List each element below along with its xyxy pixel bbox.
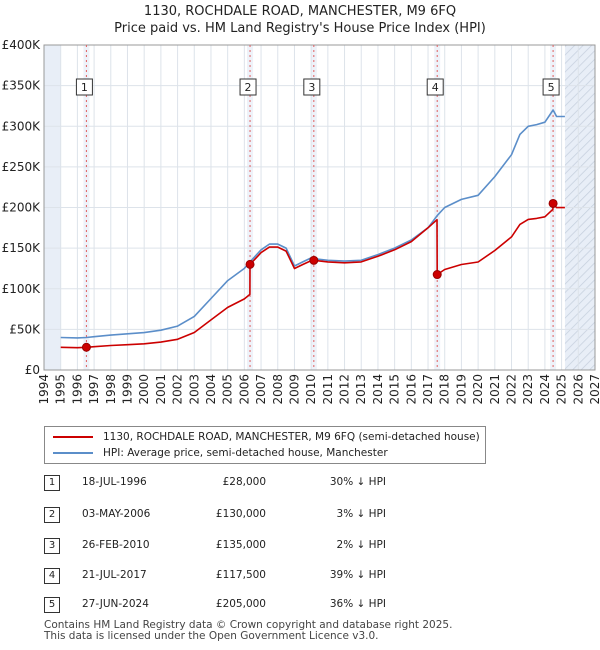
x-tick-label: 2023: [521, 374, 535, 405]
sale-hpi-diff: 39% ↓ HPI: [329, 569, 386, 581]
x-tick-label: 1996: [70, 374, 84, 405]
sale-date: 26-FEB-2010: [82, 539, 150, 551]
x-tick-label: 2009: [287, 374, 301, 405]
x-tick-label: 2008: [271, 374, 285, 405]
x-tick-label: 2000: [137, 374, 151, 405]
x-tick-label: 2026: [571, 374, 585, 405]
sale-price: £130,000: [215, 508, 266, 520]
x-tick-label: 2007: [254, 374, 268, 405]
sale-date: 27-JUN-2024: [82, 598, 149, 610]
footer-copyright: Contains HM Land Registry data © Crown c…: [44, 619, 453, 631]
x-tick-label: 2019: [454, 374, 468, 405]
x-tick-label: 2020: [471, 374, 485, 405]
sale-point: [548, 198, 558, 208]
sale-label-number: 5: [548, 81, 555, 94]
sale-hpi-diff: 2% ↓ HPI: [336, 539, 386, 551]
sale-point: [309, 255, 319, 265]
sale-price: £205,000: [215, 598, 266, 610]
sale-number-badge: 1: [44, 475, 60, 491]
legend: 1130, ROCHDALE ROAD, MANCHESTER, M9 6FQ …: [44, 426, 486, 464]
sale-hpi-diff: 36% ↓ HPI: [329, 598, 386, 610]
x-tick-label: 2015: [388, 374, 402, 405]
x-tick-label: 2014: [371, 374, 385, 405]
sale-number-badge: 3: [44, 538, 60, 554]
y-tick-label: £400K: [2, 38, 42, 52]
sale-label-box: [426, 78, 444, 96]
sale-label-number: 1: [81, 81, 88, 94]
legend-label-price-paid: 1130, ROCHDALE ROAD, MANCHESTER, M9 6FQ …: [103, 431, 480, 443]
x-tick-label: 2004: [204, 374, 218, 405]
chart-title: 1130, ROCHDALE ROAD, MANCHESTER, M9 6FQ: [143, 4, 457, 19]
x-tick-label: 1994: [37, 374, 51, 405]
x-tick-label: 2022: [505, 374, 519, 405]
legend-swatch-price-paid: [53, 436, 93, 438]
x-tick-label: 2021: [488, 374, 502, 405]
sale-point: [245, 259, 255, 269]
sale-point: [432, 270, 442, 280]
sale-number-badge: 2: [44, 507, 60, 523]
sale-label-number: 4: [432, 81, 439, 94]
legend-item-hpi: HPI: Average price, semi-detached house,…: [53, 445, 388, 461]
x-tick-label: 2003: [187, 374, 201, 405]
x-tick-label: 2018: [438, 374, 452, 405]
sale-number-badge: 4: [44, 568, 60, 584]
y-tick-label: £350K: [2, 79, 42, 93]
plot-border: [43, 44, 596, 371]
y-tick-label: £200K: [2, 201, 42, 215]
legend-swatch-hpi: [53, 452, 93, 454]
y-tick-label: £150K: [2, 241, 42, 255]
y-tick-label: £50K: [9, 322, 41, 336]
x-tick-label: 2002: [171, 374, 185, 405]
x-tick-label: 2016: [404, 374, 418, 405]
footer-licence: This data is licensed under the Open Gov…: [44, 630, 379, 642]
x-tick-label: 2017: [421, 374, 435, 405]
x-tick-label: 1999: [120, 374, 134, 405]
sale-label-box: [542, 78, 560, 96]
x-tick-label: 2025: [555, 374, 569, 405]
x-tick-label: 1995: [54, 374, 68, 405]
y-tick-label: £250K: [2, 160, 42, 174]
sale-price: £135,000: [215, 539, 266, 551]
x-tick-label: 2027: [588, 374, 600, 405]
sale-number-badge: 5: [44, 597, 60, 613]
x-tick-label: 2012: [338, 374, 352, 405]
x-tick-label: 2005: [221, 374, 235, 405]
x-tick-label: 1997: [87, 374, 101, 405]
x-tick-label: 2013: [354, 374, 368, 405]
sale-point: [81, 342, 91, 352]
sale-hpi-diff: 30% ↓ HPI: [329, 476, 386, 488]
sale-label-box: [239, 78, 257, 96]
x-tick-label: 2006: [237, 374, 251, 405]
y-tick-label: £300K: [2, 119, 42, 133]
sale-price: £117,500: [215, 569, 266, 581]
x-tick-label: 2010: [304, 374, 318, 405]
sale-date: 18-JUL-1996: [82, 476, 147, 488]
y-tick-label: £100K: [2, 282, 42, 296]
sale-hpi-diff: 3% ↓ HPI: [336, 508, 386, 520]
legend-item-price-paid: 1130, ROCHDALE ROAD, MANCHESTER, M9 6FQ …: [53, 429, 480, 445]
sale-date: 21-JUL-2017: [82, 569, 147, 581]
sale-label-box: [303, 78, 321, 96]
x-tick-label: 2024: [538, 374, 552, 405]
footer-notice: Contains HM Land Registry data © Crown c…: [44, 620, 452, 642]
sale-label-box: [75, 78, 93, 96]
price-chart: £0 £50K £100K £150K £200K £250K £300K £350K £400…: [2, 38, 600, 405]
sale-price: £28,000: [222, 476, 266, 488]
y-tick-label: £0: [25, 363, 40, 377]
x-tick-label: 1998: [104, 374, 118, 405]
chart-subtitle: Price paid vs. HM Land Registry's House …: [114, 21, 486, 36]
sale-date: 03-MAY-2006: [82, 508, 151, 520]
sale-label-number: 3: [308, 81, 315, 94]
legend-label-hpi: HPI: Average price, semi-detached house,…: [103, 447, 388, 459]
x-tick-label: 2001: [154, 374, 168, 405]
sale-label-number: 2: [245, 81, 252, 94]
x-tick-label: 2011: [321, 374, 335, 405]
